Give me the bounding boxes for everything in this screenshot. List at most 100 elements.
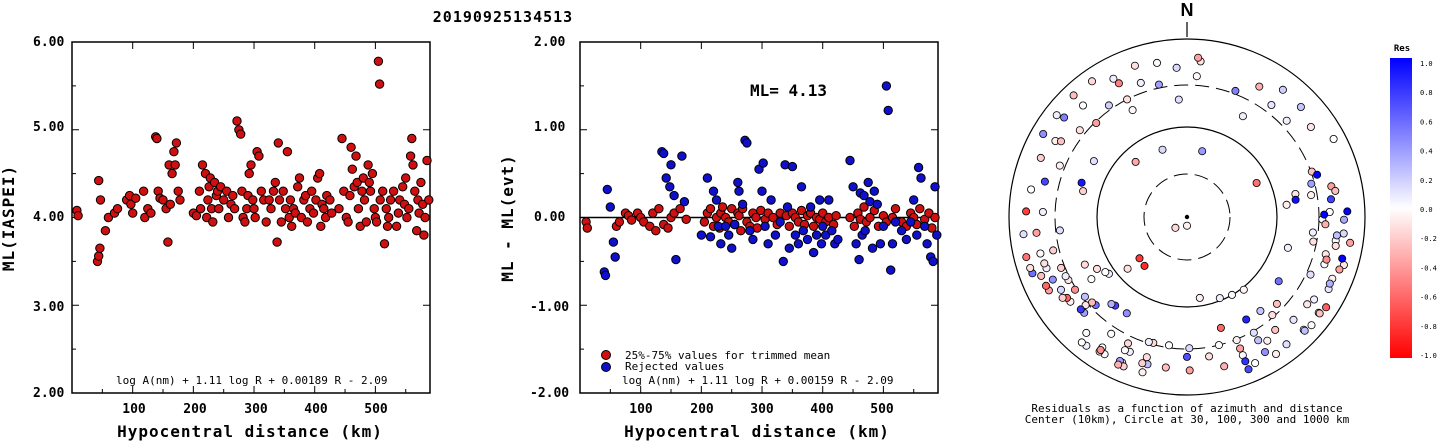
data-point [250, 212, 260, 223]
rejected-point [872, 199, 882, 210]
polar-point [1242, 315, 1251, 324]
polar-point [1107, 299, 1116, 308]
rejected-point [605, 202, 615, 212]
colorbar-ticks: 1.0 0.8 0.6 0.4 0.2 0.0 -0.2 -0.4 -0.6 -0.8 -1.0 [1420, 60, 1437, 360]
polar-point [1331, 241, 1340, 250]
data-point [371, 217, 382, 227]
polar-point [1165, 341, 1174, 350]
colorbar-tick-label: -0.4 [1420, 264, 1437, 272]
data-point [319, 204, 329, 214]
colorbar-tick-label: -1.0 [1420, 352, 1437, 360]
polar-point [1339, 229, 1348, 238]
polar-point [1307, 321, 1316, 330]
rejected-point [679, 197, 690, 207]
polar-point [1052, 111, 1061, 120]
polar-point [1214, 341, 1223, 350]
rejected-point [677, 151, 687, 161]
mid-formula: log A(nm) + 1.11 log R + 0.00159 R - 2.0… [622, 374, 894, 387]
data-point [357, 186, 367, 196]
polar-point [1244, 365, 1253, 374]
data-point [363, 160, 373, 170]
rejected-point [798, 226, 808, 236]
rejected-point [727, 243, 737, 253]
polar-point [1123, 264, 1132, 273]
residual-colorbar: Res 1.0 0.8 0.6 0.4 0.2 0.0 -0.2 -0.4 -0.6 -0.8 -1… [1390, 44, 1437, 360]
data-point [173, 186, 183, 196]
polar-point [1138, 359, 1147, 368]
rejected-point [766, 195, 776, 205]
data-point [240, 217, 250, 227]
rejected-point [845, 155, 855, 166]
data-point [232, 116, 242, 126]
data-point [249, 204, 259, 214]
left-xlabel: Hypocentral distance (km) [117, 422, 383, 441]
data-point [768, 212, 778, 223]
data-point [422, 155, 432, 166]
data-point [381, 204, 391, 214]
polar-point [1057, 285, 1066, 294]
polar-point [1131, 157, 1140, 166]
rejected-point [696, 230, 707, 240]
polar-point [1055, 161, 1064, 170]
rejected-point [805, 202, 816, 212]
polar-point [1080, 292, 1089, 301]
data-point [276, 217, 286, 227]
data-point [705, 204, 716, 214]
polar-point [1022, 207, 1031, 216]
data-point [337, 133, 347, 144]
data-point [382, 221, 393, 232]
data-point [170, 160, 180, 170]
rejected-point [881, 81, 892, 91]
data-point [699, 217, 710, 227]
rejected-point [890, 217, 901, 227]
polar-point [1238, 112, 1247, 121]
polar-point [1278, 85, 1287, 94]
rejected-point [760, 221, 770, 232]
rejected-point [775, 217, 785, 227]
left-xtick-200: 200 [183, 402, 207, 417]
data-point [343, 217, 353, 227]
data-point [219, 195, 229, 205]
polar-point [1256, 306, 1265, 315]
data-point [849, 221, 859, 232]
rejected-point [784, 243, 794, 253]
data-point [195, 204, 206, 214]
rejected-point [824, 195, 834, 205]
polar-point [1332, 231, 1341, 240]
polar-point [1019, 230, 1028, 239]
polar-point [1335, 265, 1344, 274]
polar-point [1087, 275, 1096, 284]
rejected-point [770, 230, 781, 240]
data-point [416, 177, 426, 188]
polar-point [1120, 346, 1129, 355]
rejected-point [763, 239, 773, 249]
polar-point [1296, 103, 1305, 112]
data-point [246, 160, 256, 170]
data-point [367, 168, 378, 179]
rejected-point [816, 239, 827, 249]
polar-point [1300, 326, 1309, 335]
polar-point [1082, 328, 1091, 337]
data-point [273, 138, 283, 148]
left-plot-ticks [72, 41, 430, 394]
data-point [582, 223, 592, 233]
data-point [261, 217, 271, 227]
polar-point [1327, 195, 1336, 204]
data-point [398, 182, 408, 192]
rejected-point [854, 254, 864, 265]
rejected-point [733, 177, 743, 188]
polar-point [1071, 285, 1080, 294]
polar-point [1026, 263, 1035, 272]
polar-point [1138, 368, 1147, 377]
polar-point [1255, 82, 1264, 91]
data-point [314, 168, 325, 179]
data-point [285, 195, 296, 205]
data-point [128, 208, 138, 218]
rejected-point [671, 254, 681, 265]
rejected-point [669, 190, 679, 201]
rejected-point [665, 182, 675, 192]
mid-xtick-500: 500 [870, 402, 894, 417]
circle-100km [1096, 126, 1278, 308]
data-point [208, 217, 218, 227]
